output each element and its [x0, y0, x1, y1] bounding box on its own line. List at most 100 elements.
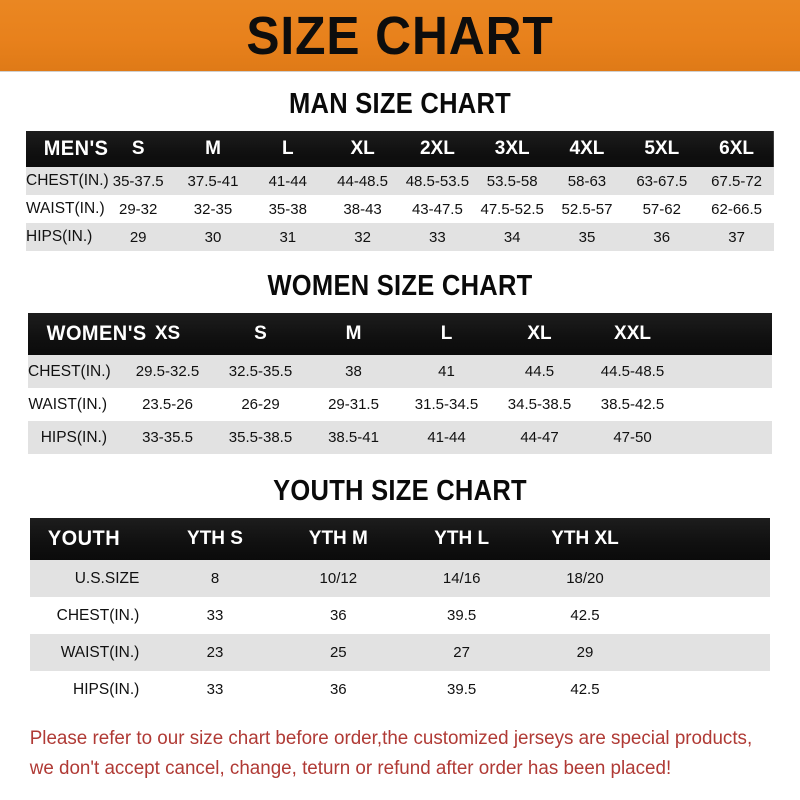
women-header-size-m: M	[345, 323, 362, 344]
youth-row-label-waist: WAIST(IN.)	[60, 643, 140, 661]
section-title-women: WOMEN SIZE CHART	[267, 270, 533, 302]
table-row: U.S.SIZE 8 10/12 14/16 18/20	[30, 560, 770, 597]
women-row-label-waist: WAIST(IN.)	[28, 395, 107, 413]
youth-header-size-empty	[647, 518, 770, 560]
youth-size-table: YOUTH YTH S YTH M YTH L YTH XL U.S.SIZE …	[30, 518, 770, 708]
section-title-men: MAN SIZE CHART	[288, 88, 512, 120]
men-header-size-3xl: 3XL	[494, 138, 530, 159]
women-hips-s: 35.5-38.5	[228, 429, 293, 446]
men-header-size-s: S	[131, 138, 145, 159]
men-chest-l: 41-44	[268, 172, 307, 190]
men-chest-4xl: 58-63	[567, 172, 607, 190]
women-header-size-empty	[679, 313, 772, 355]
men-header-size-4xl: 4XL	[569, 138, 605, 159]
youth-row-label-hips: HIPS(IN.)	[73, 680, 140, 698]
youth-waist-m: 25	[329, 644, 347, 661]
section-title-youth: YOUTH SIZE CHART	[273, 475, 527, 507]
women-hips-xs: 33-35.5	[142, 429, 193, 446]
youth-row-label-chest: CHEST(IN.)	[56, 606, 140, 624]
women-waist-xl: 34.5-38.5	[507, 396, 572, 413]
table-row: WAIST(IN.) 23.5-26 26-29 29-31.5 31.5-34…	[28, 388, 772, 421]
women-header-size-l: L	[440, 323, 453, 344]
youth-hips-l: 39.5	[447, 681, 477, 698]
women-header-size-xxl: XXL	[614, 323, 651, 344]
disclaimer-note: Please refer to our size chart before or…	[4, 724, 796, 784]
youth-header-label: YOUTH	[30, 518, 153, 560]
youth-hips-xl: 42.5	[570, 681, 600, 698]
women-chest-s: 32.5-35.5	[228, 363, 293, 380]
men-waist-6xl: 62-66.5	[711, 200, 763, 218]
youth-hips-s: 33	[206, 681, 224, 698]
disclaimer-line-2: we don't accept cancel, change, teturn o…	[29, 758, 672, 779]
men-table-body: CHEST(IN.) 35-37.5 37.5-41 41-44 44-48.5…	[26, 167, 774, 251]
youth-chest-s: 33	[206, 607, 224, 624]
men-header-label-text: MEN'S	[43, 137, 109, 160]
men-header-size-xl: XL	[350, 138, 375, 159]
youth-waist-l: 27	[453, 644, 470, 661]
table-row: WAIST(IN.) 23 25 27 29	[30, 634, 770, 671]
men-row-label-hips: HIPS(IN.)	[26, 228, 93, 245]
women-row-label-chest: CHEST(IN.)	[28, 362, 111, 380]
table-row: HIPS(IN.) 29 30 31 32 33 34 35 36 37	[26, 223, 774, 251]
women-chest-xl: 44.5	[524, 363, 555, 380]
men-header-row: MEN'S S M L XL 2XL 3XL 4XL 5XL 6XL	[26, 131, 774, 167]
men-chest-5xl: 63-67.5	[636, 172, 688, 190]
youth-waist-s: 23	[206, 644, 224, 661]
youth-table-head: YOUTH YTH S YTH M YTH L YTH XL	[30, 518, 770, 560]
men-waist-5xl: 57-62	[642, 200, 681, 218]
youth-header-size-xl: YTH XL	[551, 528, 619, 549]
men-hips-4xl: 35	[578, 228, 596, 246]
women-size-table: WOMEN'S XS S M L XL XXL CHEST(IN.) 29.5-…	[28, 313, 772, 454]
women-hips-xxl: 47-50	[613, 429, 652, 446]
table-row: CHEST(IN.) 29.5-32.5 32.5-35.5 38 41 44.…	[28, 355, 772, 388]
men-chest-3xl: 53.5-58	[486, 172, 538, 190]
youth-table-body: U.S.SIZE 8 10/12 14/16 18/20 CHEST(IN.) …	[30, 560, 770, 708]
youth-header-size-l: YTH L	[434, 528, 490, 549]
youth-ussize-m: 10/12	[319, 570, 358, 587]
men-header-size-5xl: 5XL	[644, 138, 680, 159]
youth-header-label-text: YOUTH	[47, 527, 121, 550]
women-header-label: WOMEN'S	[28, 313, 147, 355]
disclaimer-line-1: Please refer to our size chart before or…	[29, 728, 753, 749]
women-waist-s: 26-29	[241, 396, 280, 413]
women-chest-empty	[679, 355, 772, 388]
youth-ussize-l: 14/16	[442, 570, 481, 587]
women-table-head: WOMEN'S XS S M L XL XXL	[28, 313, 772, 355]
women-waist-empty	[679, 388, 772, 421]
women-hips-l: 41-44	[427, 429, 466, 446]
women-table-body: CHEST(IN.) 29.5-32.5 32.5-35.5 38 41 44.…	[28, 355, 772, 454]
men-waist-2xl: 43-47.5	[411, 200, 463, 218]
youth-header-size-m: YTH M	[308, 528, 368, 549]
women-chest-xs: 29.5-32.5	[135, 363, 200, 380]
table-row: HIPS(IN.) 33-35.5 35.5-38.5 38.5-41 41-4…	[28, 421, 772, 454]
page-title: SIZE CHART	[246, 5, 554, 66]
women-header-size-xl: XL	[527, 323, 552, 344]
youth-chest-l: 39.5	[447, 607, 477, 624]
youth-waist-empty	[647, 634, 770, 671]
table-row: CHEST(IN.) 33 36 39.5 42.5	[30, 597, 770, 634]
men-hips-2xl: 33	[429, 228, 446, 246]
men-waist-m: 32-35	[193, 200, 233, 218]
men-header-size-2xl: 2XL	[419, 138, 455, 159]
youth-chest-empty	[647, 597, 770, 634]
women-hips-xl: 44-47	[520, 429, 559, 446]
men-waist-s: 29-32	[119, 200, 158, 218]
youth-ussize-s: 8	[210, 570, 220, 587]
men-header-size-m: M	[205, 138, 221, 159]
youth-hips-m: 36	[329, 681, 347, 698]
women-header-size-s: S	[254, 323, 267, 344]
men-waist-3xl: 47.5-52.5	[480, 200, 544, 218]
men-hips-6xl: 37	[728, 228, 745, 246]
youth-chest-m: 36	[329, 607, 347, 624]
women-waist-m: 29-31.5	[328, 396, 379, 413]
women-row-label-hips: HIPS(IN.)	[40, 428, 107, 446]
men-size-table: MEN'S S M L XL 2XL 3XL 4XL 5XL 6XL CHEST…	[26, 131, 774, 251]
men-chest-m: 37.5-41	[187, 172, 239, 190]
men-chest-2xl: 48.5-53.5	[405, 172, 470, 190]
women-waist-xs: 23.5-26	[142, 396, 193, 413]
youth-table-wrapper: YOUTH YTH S YTH M YTH L YTH XL U.S.SIZE …	[30, 518, 770, 708]
men-header-size-l: L	[281, 138, 294, 159]
page-banner: SIZE CHART	[0, 0, 800, 72]
women-chest-l: 41	[438, 363, 455, 380]
men-waist-xl: 38-43	[343, 200, 382, 218]
